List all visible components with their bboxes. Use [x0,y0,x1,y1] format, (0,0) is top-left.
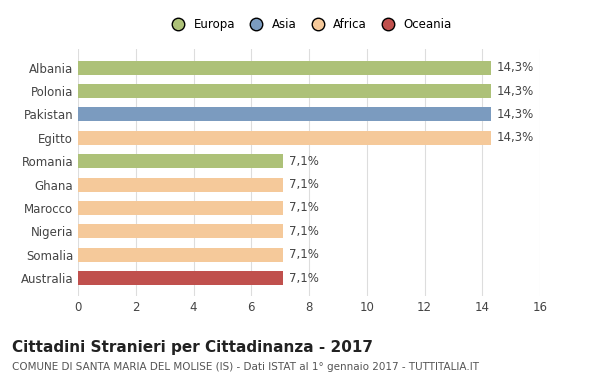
Bar [78,271,283,285]
Bar [78,201,283,215]
Bar [78,177,283,192]
Legend: Europa, Asia, Africa, Oceania: Europa, Asia, Africa, Oceania [166,18,452,31]
Text: 14,3%: 14,3% [497,61,534,74]
Bar [78,108,491,122]
Text: 7,1%: 7,1% [289,272,319,285]
Text: 7,1%: 7,1% [289,248,319,261]
Bar [78,84,491,98]
Bar [78,61,491,74]
Bar [78,131,491,145]
Text: 7,1%: 7,1% [289,225,319,238]
Text: 7,1%: 7,1% [289,201,319,214]
Text: 14,3%: 14,3% [497,131,534,144]
Text: Cittadini Stranieri per Cittadinanza - 2017: Cittadini Stranieri per Cittadinanza - 2… [12,340,373,355]
Text: COMUNE DI SANTA MARIA DEL MOLISE (IS) - Dati ISTAT al 1° gennaio 2017 - TUTTITAL: COMUNE DI SANTA MARIA DEL MOLISE (IS) - … [12,362,479,372]
Bar [78,154,283,168]
Text: 7,1%: 7,1% [289,155,319,168]
Bar [78,224,283,238]
Text: 7,1%: 7,1% [289,178,319,191]
Bar [78,248,283,262]
Text: 14,3%: 14,3% [497,84,534,98]
Text: 14,3%: 14,3% [497,108,534,121]
